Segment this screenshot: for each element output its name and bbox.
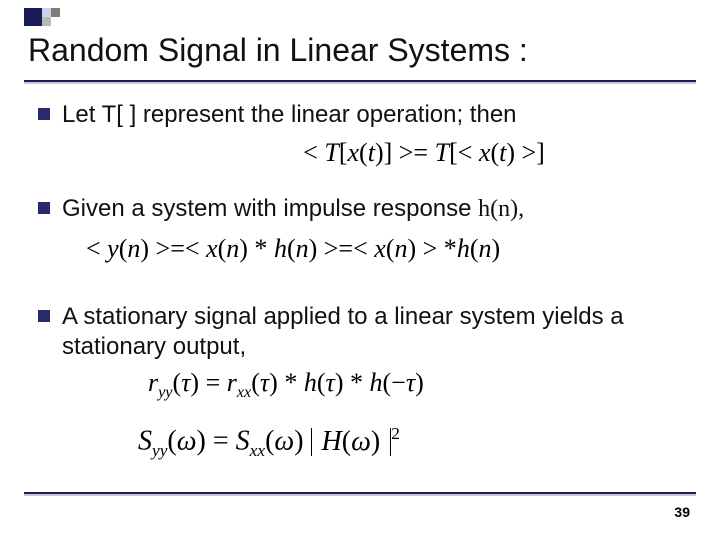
bullet-text: Let T[ ] represent the linear operation;…: [62, 100, 517, 130]
bullet-item: Let T[ ] represent the linear operation;…: [38, 100, 690, 130]
title-underline-shadow: [24, 82, 696, 84]
content-area: Let T[ ] represent the linear operation;…: [38, 100, 690, 461]
bullet-item: A stationary signal applied to a linear …: [38, 302, 690, 362]
formula-autocorrelation-output: ryy(τ) = rxx(τ) * h(τ) * h(−τ): [148, 368, 690, 402]
footer-rule-shadow: [24, 494, 696, 496]
deco-square: [51, 8, 60, 17]
deco-square: [42, 17, 51, 26]
bullet-text-ital: h(n),: [478, 196, 524, 222]
formula-expectation-linear: < T[x(t)] >= T[< x(t) >]: [158, 138, 690, 168]
deco-square: [24, 8, 42, 26]
bullet-text-pre: Given a system with impulse response: [62, 195, 478, 222]
formula-convolution-mean: < y(n) >=< x(n) * h(n) >=< x(n) > *h(n): [86, 234, 690, 264]
deco-square: [42, 8, 51, 17]
slide-title: Random Signal in Linear Systems :: [28, 32, 528, 69]
bullet-text: A stationary signal applied to a linear …: [62, 302, 690, 362]
bullet-text: Given a system with impulse response h(n…: [62, 194, 524, 224]
bullet-icon: [38, 310, 50, 322]
corner-decoration: [24, 8, 60, 26]
page-number: 39: [674, 504, 690, 520]
bullet-item: Given a system with impulse response h(n…: [38, 194, 690, 224]
bullet-icon: [38, 202, 50, 214]
bullet-icon: [38, 108, 50, 120]
slide: Random Signal in Linear Systems : Let T[…: [0, 0, 720, 540]
formula-psd-output: Syy(ω) = Sxx(ω) H(ω) 2: [138, 424, 690, 461]
